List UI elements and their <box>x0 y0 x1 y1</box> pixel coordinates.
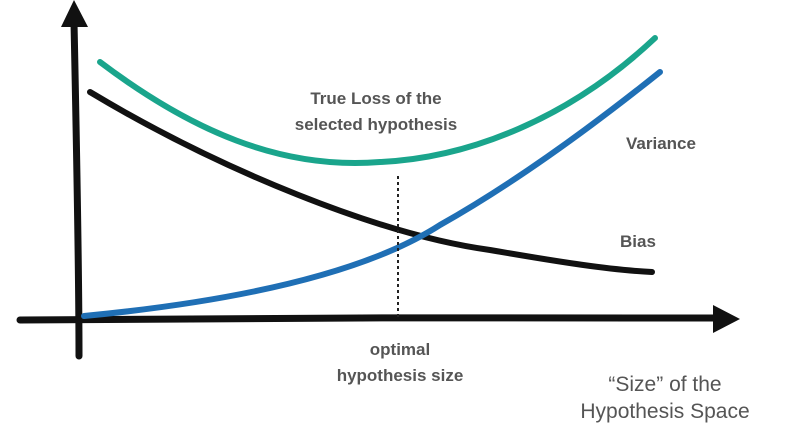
x-axis-line <box>16 314 722 324</box>
true-loss-label: True Loss of the selected hypothesis <box>272 86 480 138</box>
y-axis <box>61 0 88 360</box>
variance-label-text: Variance <box>626 134 696 153</box>
variance-label: Variance <box>606 131 716 157</box>
variance-curve <box>81 69 663 319</box>
optimal-label-line-1: optimal <box>369 340 431 359</box>
x-axis-label: “Size” of the Hypothesis Space <box>552 371 778 425</box>
true-loss-label-line-2: selected hypothesis <box>294 115 458 134</box>
x-axis-label-line-1: “Size” of the <box>608 373 722 396</box>
y-axis-line <box>70 18 83 360</box>
x-axis-label-line-2: Hypothesis Space <box>580 400 750 423</box>
bias-curve <box>87 89 655 275</box>
x-axis-arrowhead <box>713 305 740 333</box>
optimal-label-line-2: hypothesis size <box>336 366 464 385</box>
true-loss-curve <box>97 35 658 166</box>
y-axis-arrowhead <box>61 0 88 27</box>
optimal-label: optimal hypothesis size <box>320 337 480 389</box>
bias-label: Bias <box>598 229 678 255</box>
x-axis <box>16 305 740 333</box>
true-loss-label-line-1: True Loss of the <box>310 89 442 108</box>
bias-label-text: Bias <box>620 232 656 251</box>
